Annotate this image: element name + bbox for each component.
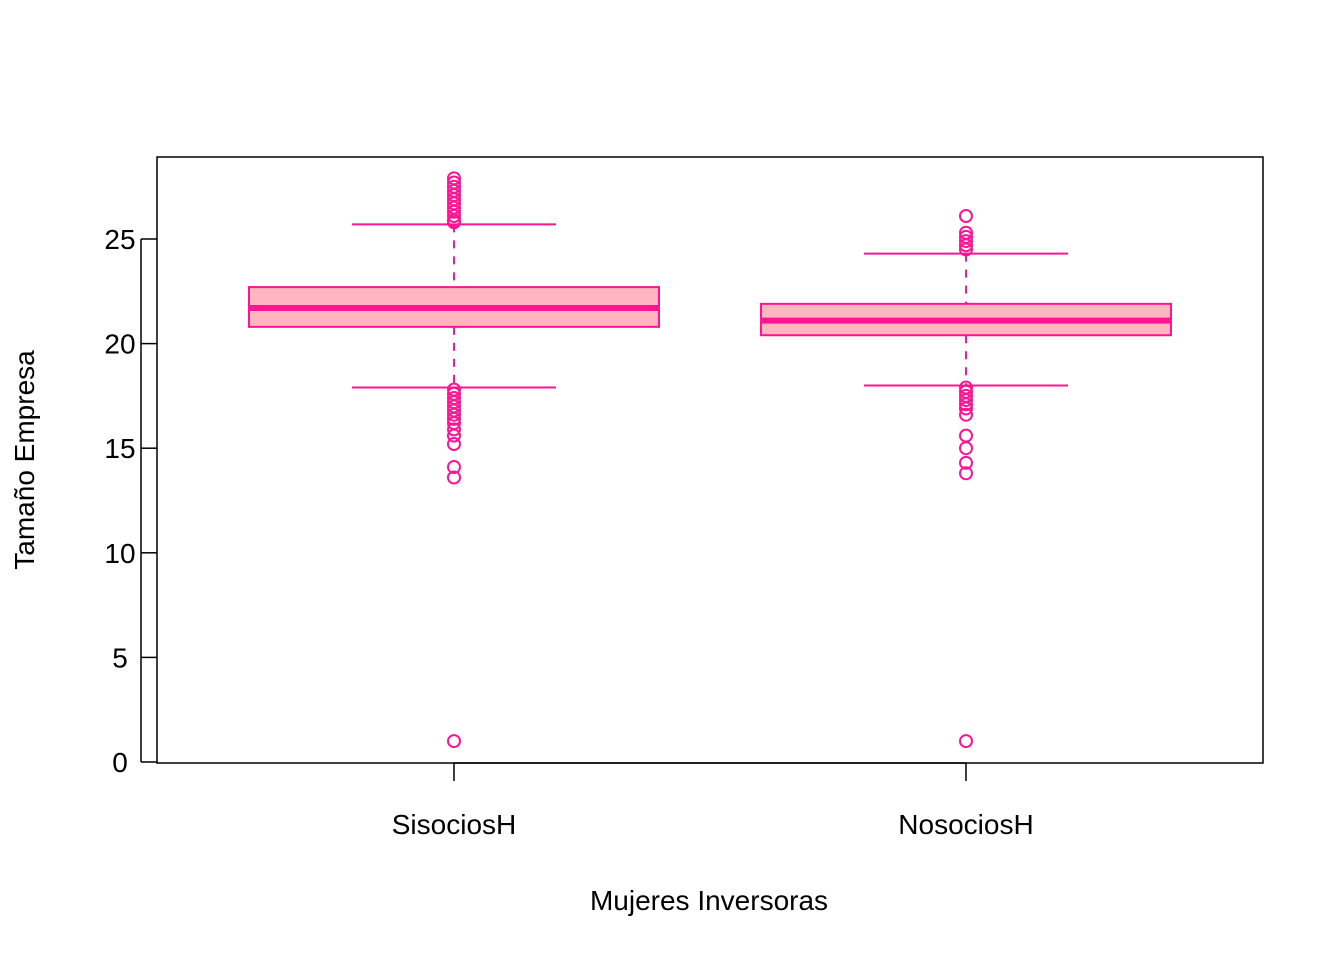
outlier-point bbox=[447, 411, 461, 426]
y-tick-label: 10 bbox=[104, 538, 135, 569]
outlier-point bbox=[959, 455, 973, 470]
y-tick-label: 5 bbox=[112, 642, 128, 673]
y-axis-label: Tamaño Empresa bbox=[9, 350, 40, 570]
outlier-point bbox=[959, 397, 973, 412]
plot-frame bbox=[156, 156, 1264, 764]
outlier-point bbox=[959, 393, 973, 408]
outlier-point bbox=[447, 437, 461, 452]
outlier-point bbox=[447, 734, 461, 749]
outlier-point bbox=[959, 401, 973, 416]
outlier-point bbox=[959, 208, 973, 223]
outlier-point bbox=[447, 208, 461, 223]
outlier-point bbox=[959, 407, 973, 422]
outlier-point bbox=[447, 470, 461, 485]
outlier-point bbox=[447, 460, 461, 475]
outlier-point bbox=[959, 734, 973, 749]
outlier-point bbox=[447, 215, 461, 230]
outlier-point bbox=[959, 238, 973, 253]
outlier-point bbox=[447, 428, 461, 443]
y-tick-label: 25 bbox=[104, 224, 135, 255]
outlier-point bbox=[959, 441, 973, 456]
x-tick-label: SisociosH bbox=[392, 809, 516, 840]
outlier-point bbox=[959, 234, 973, 249]
y-tick-label: 0 bbox=[112, 747, 128, 778]
outlier-point bbox=[959, 242, 973, 257]
y-tick-label: 15 bbox=[104, 433, 135, 464]
y-tick-label: 20 bbox=[104, 329, 135, 360]
x-axis-label: Mujeres Inversoras bbox=[590, 885, 828, 916]
boxes bbox=[248, 171, 1172, 749]
y-axis: 0 5 10 15 20 25 bbox=[104, 224, 157, 778]
outlier-point bbox=[447, 407, 461, 422]
x-axis: SisociosH NosociosH bbox=[392, 762, 1034, 840]
outlier-point bbox=[447, 204, 461, 219]
box-group bbox=[760, 208, 1172, 749]
x-tick-label: NosociosH bbox=[898, 809, 1033, 840]
box-group bbox=[248, 171, 660, 749]
outlier-point bbox=[959, 466, 973, 481]
outlier-point bbox=[959, 428, 973, 443]
outlier-point bbox=[447, 422, 461, 437]
